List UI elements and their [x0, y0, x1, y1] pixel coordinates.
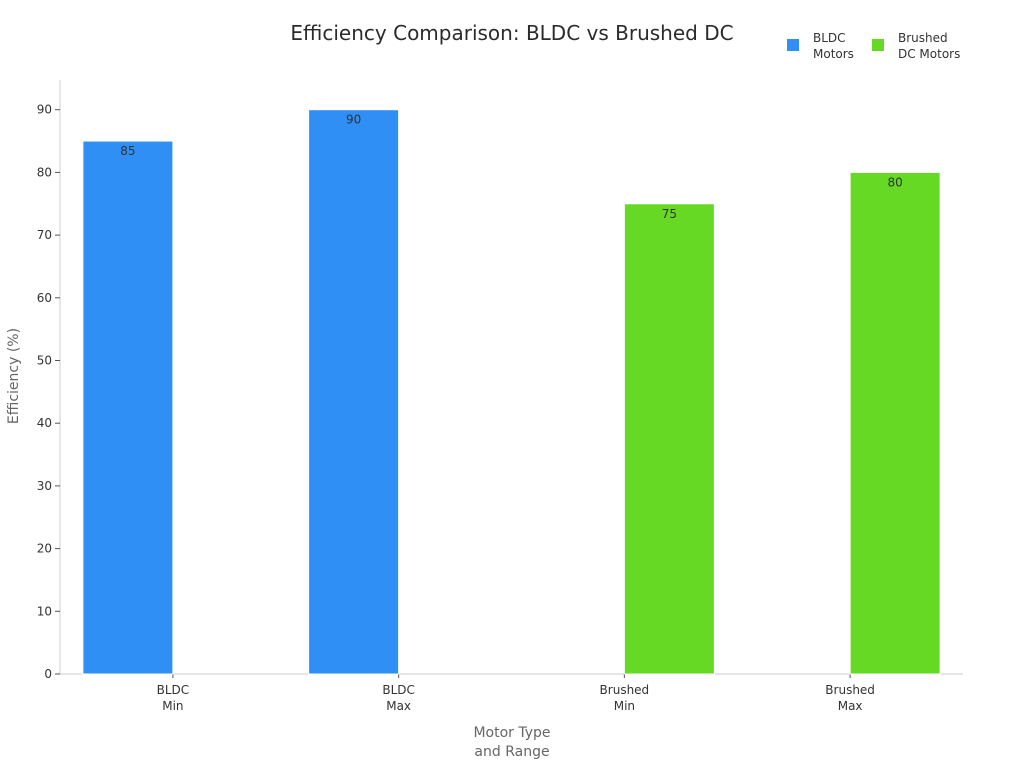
bar [623, 203, 715, 675]
y-tick-label: 50 [37, 354, 52, 368]
x-tick-label: Brushed Min [600, 683, 650, 713]
y-tick-label: 30 [37, 479, 52, 493]
data-label: 75 [662, 207, 677, 221]
y-tick-label: 20 [37, 542, 52, 556]
bar [849, 171, 941, 675]
x-tick-labels: BLDC Min BLDC Max Brushed Min Brushed Max [157, 683, 875, 713]
y-tick-label: 90 [37, 103, 52, 117]
y-tick-label: 10 [37, 604, 52, 618]
legend-swatch [872, 39, 884, 51]
y-tick-label: 0 [44, 667, 52, 681]
x-axis-label: Motor Type and Range [473, 725, 550, 760]
y-axis-title: Efficiency (%) [6, 328, 22, 424]
chart-title: Efficiency Comparison: BLDC vs Brushed D… [290, 21, 733, 45]
bars [82, 109, 941, 675]
legend: BLDC Motors Brushed DC Motors [787, 31, 960, 61]
data-label: 90 [346, 113, 361, 127]
axes [55, 80, 963, 678]
bar [308, 109, 400, 675]
data-label: 85 [120, 144, 135, 158]
legend-label: BLDC Motors [813, 31, 854, 61]
data-label: 80 [887, 175, 902, 189]
y-tick-labels: 0 10 20 30 40 50 60 70 80 90 [37, 103, 52, 681]
x-tick-label: BLDC Max [382, 683, 415, 713]
x-tick-label: Brushed Max [825, 683, 875, 713]
legend-swatch [787, 39, 799, 51]
y-tick-label: 60 [37, 291, 52, 305]
x-tick-label: BLDC Min [157, 683, 190, 713]
bar [82, 140, 174, 675]
y-tick-label: 40 [37, 416, 52, 430]
x-axis-title: Motor Type and Range [473, 725, 550, 760]
legend-label: Brushed DC Motors [898, 31, 960, 61]
y-axis-label: Efficiency (%) [6, 328, 22, 424]
data-labels: 85 90 75 80 [120, 113, 903, 221]
y-tick-label: 70 [37, 228, 52, 242]
y-tick-label: 80 [37, 165, 52, 179]
